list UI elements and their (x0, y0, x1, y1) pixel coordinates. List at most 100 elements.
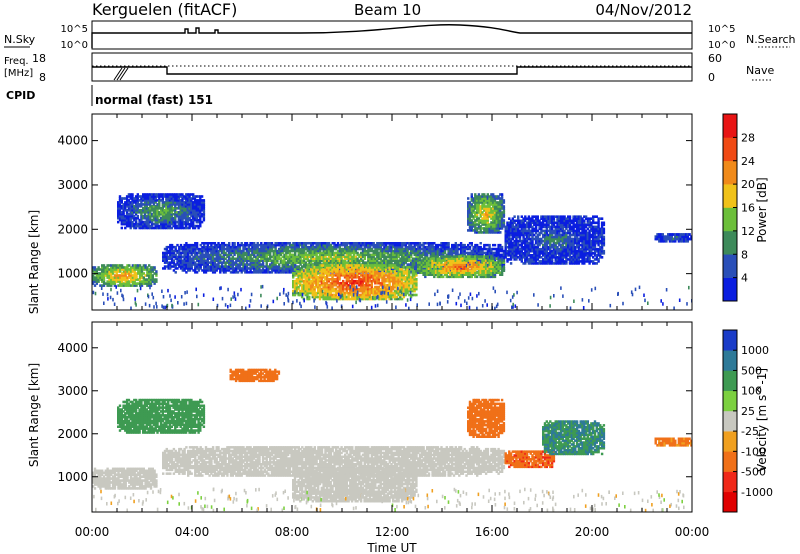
heatmap-cell (325, 270, 329, 273)
heatmap-cell (363, 289, 366, 293)
heatmap-cell (283, 265, 286, 268)
heatmap-cell (486, 265, 490, 268)
heatmap-cell (95, 278, 98, 281)
heatmap-cell (331, 268, 334, 271)
heatmap-cell (156, 224, 159, 228)
heatmap-cell (427, 242, 431, 245)
heatmap-cell (497, 251, 500, 255)
heatmap-cell (283, 255, 286, 259)
heatmap-cell (138, 209, 141, 212)
heatmap-cell (372, 255, 375, 259)
heatmap-cell (488, 271, 491, 274)
heatmap-cell (140, 211, 143, 214)
heatmap-cell (118, 205, 122, 208)
heatmap-cell (429, 265, 432, 268)
heatmap-cell (194, 263, 197, 266)
heatmap-cell (379, 264, 382, 267)
heatmap-cell (483, 269, 486, 272)
heatmap-cell (386, 245, 390, 249)
heatmap-cell (468, 263, 472, 266)
heatmap-cell (402, 253, 406, 257)
heatmap-cell (383, 268, 386, 271)
heatmap-cell (222, 271, 226, 274)
heatmap-cell (445, 267, 448, 270)
heatmap-cell (406, 274, 409, 277)
heatmap-cell (134, 218, 138, 222)
heatmap-cell (372, 272, 375, 275)
heatmap-cell (334, 283, 338, 287)
heatmap-cell (165, 197, 168, 200)
heatmap-cell (135, 268, 138, 271)
heatmap-cell (117, 212, 120, 216)
heatmap-cell (148, 282, 151, 285)
heatmap-cell (429, 261, 432, 264)
heatmap-cell (267, 265, 270, 268)
heatmap-cell (283, 257, 286, 260)
heatmap-cell (393, 276, 397, 279)
heatmap-cell (297, 247, 300, 251)
heatmap-cell (367, 243, 370, 247)
heatmap-cell (147, 203, 150, 206)
heatmap-cell (93, 284, 97, 287)
heatmap-cell (231, 255, 234, 259)
heatmap-cell (479, 271, 482, 274)
heatmap-cell (468, 257, 472, 260)
heatmap-cell (254, 259, 258, 262)
heatmap-cell (354, 261, 358, 264)
heatmap-cell (286, 259, 290, 262)
heatmap-cell (203, 263, 206, 266)
heatmap-cell (342, 281, 345, 285)
heatmap-cell (120, 264, 124, 267)
heatmap-cell (156, 211, 159, 214)
heatmap-cell (395, 242, 399, 245)
heatmap-cell (302, 257, 306, 260)
heatmap-cell (299, 278, 302, 281)
heatmap-cell (188, 261, 192, 264)
heatmap-cell (368, 266, 372, 269)
heatmap-cell (356, 245, 359, 249)
heatmap-cell (281, 263, 284, 266)
heatmap-cell (181, 203, 184, 206)
heatmap-cell (119, 264, 122, 267)
heatmap-cell (155, 274, 158, 277)
heatmap-cell (313, 257, 316, 260)
heatmap-cell (283, 242, 286, 245)
heatmap-cell (169, 257, 172, 260)
heatmap-cell (329, 287, 332, 291)
heatmap-cell (152, 216, 156, 220)
heatmap-cell (379, 289, 382, 293)
heatmap-cell (392, 253, 395, 257)
heatmap-cell (145, 214, 148, 218)
heatmap-cell (390, 242, 393, 245)
heatmap-cell (413, 281, 416, 285)
heatmap-cell (226, 249, 229, 253)
heatmap-cell (240, 251, 243, 255)
heatmap-cell (483, 261, 486, 264)
heatmap-cell (374, 259, 377, 262)
heatmap-cell (459, 267, 463, 270)
heatmap-cell (290, 255, 293, 259)
heatmap-cell (261, 261, 265, 264)
heatmap-cell (358, 253, 361, 257)
heatmap-cell (302, 291, 306, 295)
heatmap-cell (313, 266, 316, 269)
heatmap-cell (181, 259, 184, 262)
heatmap-cell (175, 214, 179, 218)
heatmap-cell (368, 255, 372, 259)
heatmap-cell (274, 251, 277, 255)
heatmap-cell (352, 295, 356, 299)
heatmap-cell (458, 255, 461, 258)
heatmap-cell (372, 259, 375, 262)
heatmap-cell (320, 251, 324, 255)
heatmap-cell (347, 242, 350, 245)
heatmap-cell (211, 263, 215, 266)
heatmap-cell (170, 218, 173, 222)
heatmap-cell (438, 275, 441, 279)
heatmap-cell (410, 259, 413, 262)
heatmap-cell (304, 281, 307, 285)
heatmap-cell (377, 289, 381, 293)
heatmap-cell (215, 269, 218, 272)
heatmap-cell (390, 245, 393, 249)
heatmap-cell (313, 259, 316, 262)
heatmap-cell (313, 278, 316, 281)
